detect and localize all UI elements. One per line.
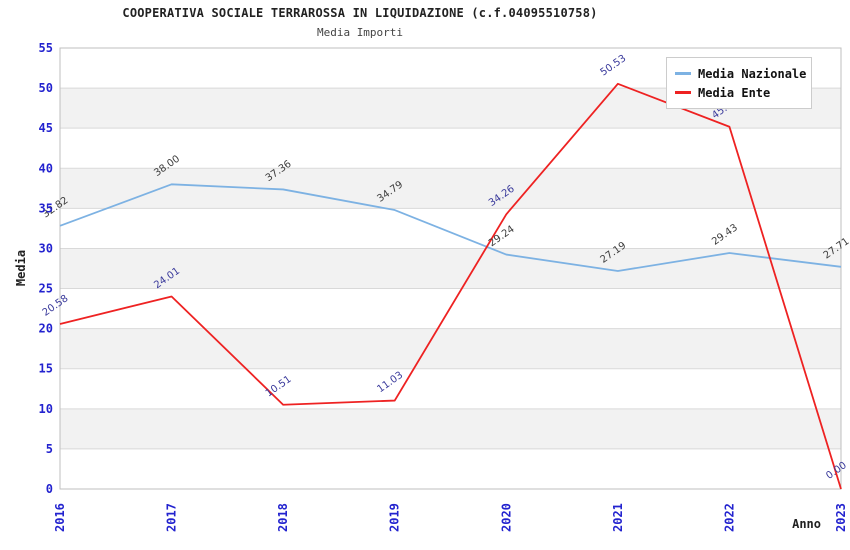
svg-text:10.51: 10.51 <box>264 374 294 399</box>
svg-text:29.43: 29.43 <box>710 222 740 247</box>
line-swatch-icon <box>675 72 691 75</box>
svg-text:2020: 2020 <box>499 503 513 532</box>
legend-label-media-ente: Media Ente <box>698 85 771 100</box>
svg-text:2016: 2016 <box>53 503 67 532</box>
chart-subtitle: Media Importi <box>316 26 404 39</box>
svg-text:20: 20 <box>39 322 53 336</box>
svg-text:29.24: 29.24 <box>487 224 517 249</box>
svg-text:10: 10 <box>39 402 53 416</box>
svg-text:2018: 2018 <box>276 503 290 532</box>
svg-text:25: 25 <box>39 282 53 296</box>
legend-item-media-ente: Media Ente <box>675 83 811 102</box>
svg-text:30: 30 <box>39 241 53 255</box>
line-swatch-icon <box>675 91 691 94</box>
legend-label-media-nazionale: Media Nazionale <box>698 66 807 81</box>
legend-item-media-nazionale: Media Nazionale <box>675 64 811 83</box>
svg-text:2023: 2023 <box>834 503 848 532</box>
svg-text:55: 55 <box>39 41 53 55</box>
svg-text:15: 15 <box>39 362 53 376</box>
y-axis-title: Media <box>14 249 28 287</box>
svg-text:2022: 2022 <box>722 503 736 532</box>
chart-title: COOPERATIVA SOCIALE TERRAROSSA IN LIQUID… <box>122 6 598 20</box>
svg-text:2017: 2017 <box>165 503 179 532</box>
svg-text:50.53: 50.53 <box>599 53 629 78</box>
svg-text:35: 35 <box>39 201 53 215</box>
svg-text:50: 50 <box>39 81 53 95</box>
svg-text:5: 5 <box>46 442 53 456</box>
svg-text:2021: 2021 <box>611 503 625 532</box>
svg-text:45: 45 <box>39 121 53 135</box>
x-axis-title: Anno <box>792 517 821 531</box>
svg-text:20.58: 20.58 <box>41 293 71 318</box>
svg-text:40: 40 <box>39 161 53 175</box>
svg-text:0.00: 0.00 <box>824 460 849 482</box>
svg-text:0: 0 <box>46 482 53 496</box>
svg-text:2019: 2019 <box>388 503 402 532</box>
legend: Media Nazionale Media Ente <box>666 57 812 109</box>
